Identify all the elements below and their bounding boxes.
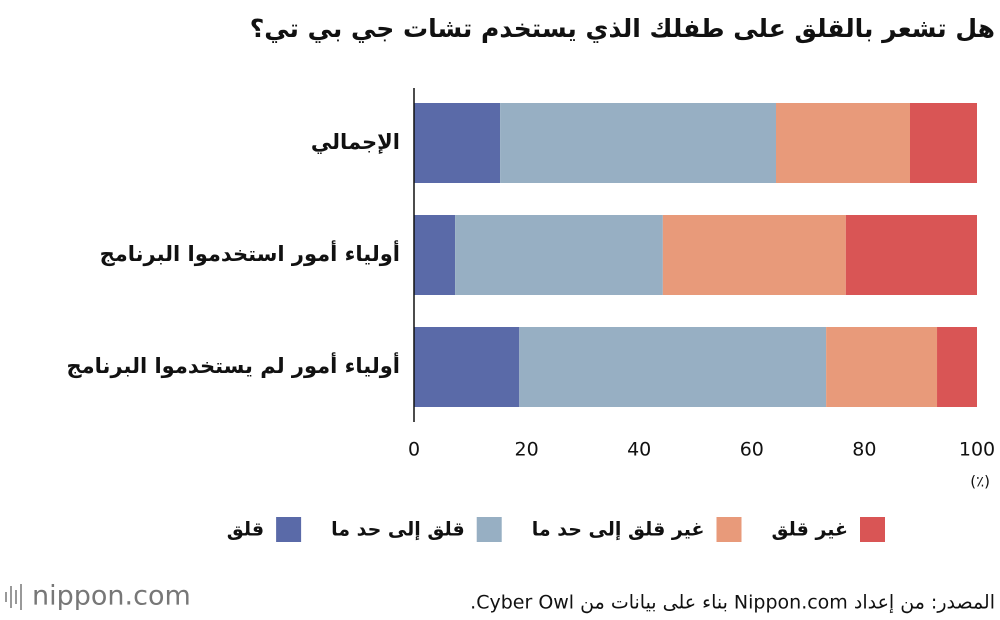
bar-segment (910, 103, 977, 183)
legend-swatch (860, 517, 885, 542)
category-label: الإجمالي (311, 130, 400, 154)
legend-label: غير قلق إلى حد ما (532, 519, 705, 541)
bar-segment (414, 327, 520, 407)
legend-label: قلق إلى حد ما (331, 519, 465, 541)
legend-swatch (476, 517, 502, 542)
category-label: أولياء أمور استخدموا البرنامج (100, 239, 400, 266)
bar-segment (414, 103, 501, 183)
x-tick-label: 40 (627, 439, 651, 461)
x-tick-label: 60 (740, 439, 764, 461)
x-tick-label: 20 (515, 439, 539, 461)
category-label: أولياء أمور لم يستخدموا البرنامج (67, 351, 400, 378)
x-tick-label: 0 (408, 439, 420, 461)
logo: nippon.com (32, 581, 191, 612)
legend-swatch (276, 517, 302, 542)
bar-segment (455, 215, 663, 295)
bar-segment (845, 215, 977, 295)
logo-icon (5, 584, 22, 610)
legend-label: غير قلق (772, 519, 849, 541)
bar-segment (826, 327, 938, 407)
legend-swatch (716, 517, 742, 542)
bar-segment (662, 215, 846, 295)
bar-segment (776, 103, 911, 183)
bar-segment (519, 327, 827, 407)
x-tick-label: 100 (959, 439, 995, 461)
bar-segment (500, 103, 777, 183)
bar-segment (937, 327, 977, 407)
x-tick-label: 80 (852, 439, 876, 461)
source: المصدر: من إعداد Nippon.com بناء على بيا… (470, 592, 995, 615)
bar-segment (414, 215, 456, 295)
unit-label: (٪) (970, 473, 990, 491)
chart-title: هل تشعر بالقلق على طفلك الذي يستخدم تشات… (250, 14, 995, 44)
legend-label: قلق (227, 519, 264, 541)
